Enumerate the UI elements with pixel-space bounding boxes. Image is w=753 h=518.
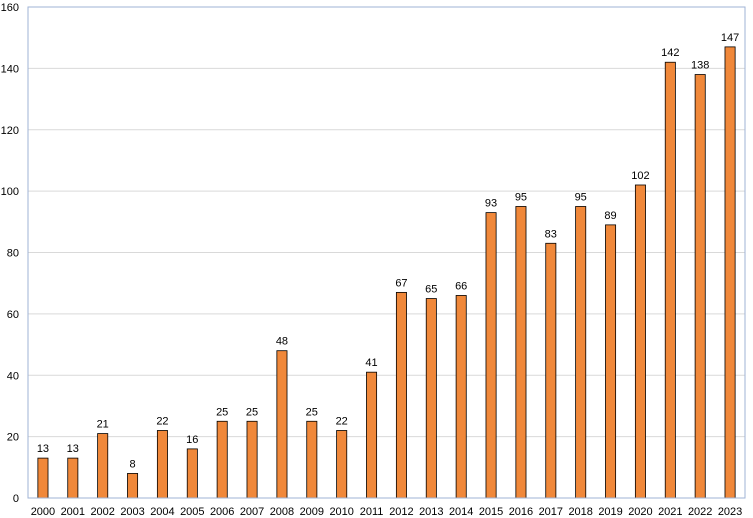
- x-tick-label: 2010: [329, 506, 353, 518]
- data-label: 25: [246, 406, 258, 418]
- bar: [186, 448, 198, 499]
- y-tick-label: 140: [1, 63, 19, 75]
- bar: [575, 206, 587, 499]
- y-tick-label: 120: [1, 125, 19, 137]
- x-tick-label: 2023: [718, 506, 742, 518]
- bar: [724, 46, 736, 499]
- bar: [515, 206, 527, 499]
- bar: [425, 298, 437, 499]
- data-label: 22: [336, 415, 348, 427]
- x-tick-label: 2014: [449, 506, 473, 518]
- bar: [545, 242, 557, 499]
- data-label: 67: [395, 277, 407, 289]
- x-tick-label: 2018: [568, 506, 592, 518]
- bar: [485, 212, 497, 499]
- data-label: 147: [721, 32, 739, 44]
- x-tick-label: 2001: [61, 506, 85, 518]
- x-tick-label: 2000: [31, 506, 55, 518]
- data-label: 83: [545, 228, 557, 240]
- data-label: 25: [306, 406, 318, 418]
- x-tick-label: 2019: [598, 506, 622, 518]
- x-tick-label: 2003: [120, 506, 144, 518]
- data-label: 102: [631, 170, 649, 182]
- bar: [216, 420, 228, 499]
- bar: [37, 457, 49, 499]
- data-label: 66: [455, 280, 467, 292]
- plot-area-border: [27, 6, 746, 499]
- x-tick-label: 2002: [90, 506, 114, 518]
- data-label: 93: [485, 198, 497, 210]
- y-tick-label: 100: [1, 186, 19, 198]
- x-tick-label: 2004: [150, 506, 174, 518]
- data-label: 65: [425, 284, 437, 296]
- x-tick-label: 2007: [240, 506, 264, 518]
- data-label: 16: [186, 434, 198, 446]
- data-label: 13: [67, 443, 79, 455]
- y-tick-label: 60: [7, 309, 19, 321]
- bar: [306, 420, 318, 499]
- bar: [694, 74, 706, 499]
- bar: [455, 295, 467, 499]
- data-label: 95: [575, 191, 587, 203]
- y-axis-ticks: 0 20 40 60 80 100 120 140 160: [1, 2, 19, 505]
- bar: [127, 473, 139, 499]
- y-tick-label: 80: [7, 248, 19, 260]
- bar: [156, 430, 168, 499]
- gridlines: [28, 67, 745, 438]
- data-label: 22: [156, 415, 168, 427]
- x-tick-label: 2013: [419, 506, 443, 518]
- x-tick-label: 2009: [300, 506, 324, 518]
- data-label: 95: [515, 191, 527, 203]
- bar: [395, 291, 407, 499]
- x-axis-ticks: 2000 2001 2002 2003 2004 2005 2006 2007 2008 2009…: [31, 506, 743, 518]
- y-tick-label: 160: [1, 2, 19, 14]
- data-label: 21: [97, 419, 109, 431]
- y-tick-label: 20: [7, 432, 19, 444]
- data-label: 142: [661, 47, 679, 59]
- data-label: 48: [276, 336, 288, 348]
- x-tick-label: 2020: [628, 506, 652, 518]
- x-tick-label: 2016: [509, 506, 533, 518]
- data-label: 25: [216, 406, 228, 418]
- x-tick-label: 2022: [688, 506, 712, 518]
- data-label: 138: [691, 60, 709, 72]
- data-labels: 13 13 21 8 22 16 25 25 48 25 22 41 67 65 66 93 95 83 95 89 1…: [37, 32, 739, 471]
- y-tick-label: 40: [7, 370, 19, 382]
- x-tick-label: 2015: [479, 506, 503, 518]
- x-tick-label: 2005: [180, 506, 204, 518]
- bar: [246, 420, 258, 499]
- x-tick-label: 2006: [210, 506, 234, 518]
- bar: [664, 61, 676, 499]
- data-label: 41: [365, 357, 377, 369]
- bar: [67, 457, 79, 499]
- bar: [276, 350, 288, 499]
- x-tick-label: 2012: [389, 506, 413, 518]
- x-tick-label: 2021: [658, 506, 682, 518]
- data-label: 13: [37, 443, 49, 455]
- bar: [605, 224, 617, 499]
- x-tick-label: 2008: [270, 506, 294, 518]
- bar: [634, 184, 646, 499]
- bar: [97, 433, 109, 499]
- bars: [37, 46, 736, 499]
- x-tick-label: 2011: [360, 506, 384, 518]
- data-label: 89: [604, 210, 616, 222]
- data-label: 8: [129, 458, 135, 470]
- bar: [336, 430, 348, 499]
- y-tick-label: 0: [13, 493, 19, 505]
- x-tick-label: 2017: [539, 506, 563, 518]
- bar: [366, 371, 378, 499]
